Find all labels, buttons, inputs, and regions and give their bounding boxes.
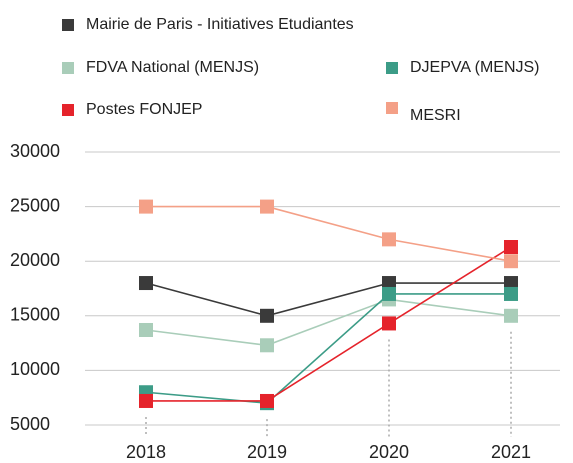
point-marker (139, 199, 153, 214)
legend-label: Mairie de Paris - Initiatives Etudiantes (86, 16, 354, 33)
series-line (146, 205, 512, 262)
legend-swatch (62, 62, 74, 74)
y-tick-label: 30000 (10, 141, 60, 161)
x-tick-label: 2020 (369, 442, 409, 462)
x-tick-label: 2019 (247, 442, 287, 462)
legend-label: MESRI (410, 107, 461, 124)
y-tick-label: 5000 (10, 414, 50, 434)
point-marker (382, 286, 396, 301)
y-tick-label: 10000 (10, 359, 60, 379)
point-marker (382, 232, 396, 247)
x-tick-label: 2018 (126, 442, 166, 462)
point-marker (260, 393, 274, 408)
point-marker (382, 316, 396, 331)
point-marker (139, 393, 153, 408)
legend-swatch (62, 104, 74, 116)
point-marker (504, 286, 518, 301)
legend-swatch (386, 102, 398, 114)
point-marker (260, 308, 274, 323)
y-tick-label: 25000 (10, 195, 60, 215)
point-marker (504, 308, 518, 323)
point-marker (139, 322, 153, 337)
legend-label: FDVA National (MENJS) (86, 59, 259, 76)
legend-swatch (386, 62, 398, 74)
x-tick-label: 2021 (491, 442, 531, 462)
series-line (145, 282, 511, 317)
point-marker (260, 199, 274, 214)
y-tick-label: 20000 (10, 250, 60, 270)
series-line (145, 298, 512, 347)
point-marker (504, 240, 518, 255)
point-marker (504, 276, 518, 291)
legend-swatch (62, 19, 74, 31)
point-marker (139, 276, 153, 291)
series-line (146, 246, 512, 402)
series-line (145, 293, 511, 404)
y-tick-label: 15000 (10, 305, 60, 325)
legend-label: DJEPVA (MENJS) (410, 59, 540, 76)
legend-label: Postes FONJEP (86, 101, 202, 118)
point-marker (504, 254, 518, 269)
point-marker (260, 338, 274, 353)
point-marker (382, 276, 396, 291)
